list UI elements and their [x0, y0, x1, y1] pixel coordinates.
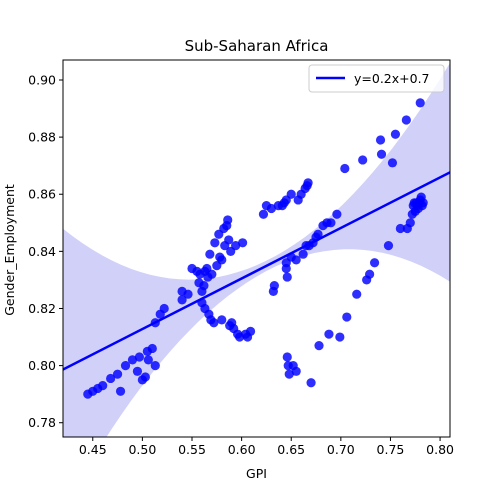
y-tick-label: 0.88: [28, 130, 56, 145]
chart-title: Sub-Saharan Africa: [185, 37, 329, 55]
x-tick-label: 0.75: [377, 442, 405, 457]
data-point: [205, 249, 215, 259]
data-point: [405, 218, 415, 228]
data-point: [340, 163, 350, 174]
plot-inner: [63, 62, 450, 437]
data-point: [209, 318, 219, 328]
data-point: [115, 386, 126, 396]
data-point: [326, 218, 336, 228]
y-axis-ticks: 0.78 0.80 0.82 0.84 0.86 0.88 0.90: [28, 72, 63, 430]
data-point: [134, 352, 145, 362]
data-point: [217, 315, 227, 325]
x-tick-label: 0.50: [128, 442, 156, 457]
y-tick-label: 0.86: [28, 187, 56, 202]
x-axis-ticks: 0.45 0.50 0.55 0.60 0.65 0.70 0.75 0.80: [79, 437, 454, 457]
y-tick-label: 0.90: [28, 72, 56, 87]
data-point: [376, 149, 387, 159]
data-point: [383, 241, 394, 251]
x-tick-label: 0.55: [178, 442, 206, 457]
x-tick-label: 0.45: [79, 442, 107, 457]
data-point: [387, 158, 398, 168]
data-point: [418, 198, 428, 208]
confidence-band: [63, 62, 450, 437]
x-tick-label: 0.70: [327, 442, 355, 457]
data-point: [314, 341, 324, 351]
y-tick-label: 0.78: [28, 415, 56, 430]
data-point: [291, 366, 301, 376]
data-point: [390, 129, 401, 139]
data-point: [231, 241, 241, 251]
data-point: [298, 249, 308, 259]
data-point: [401, 115, 411, 125]
data-point: [284, 369, 294, 379]
data-point: [159, 303, 169, 314]
data-point: [207, 269, 217, 279]
plot-layer: [63, 62, 450, 437]
data-point: [106, 373, 116, 384]
data-point: [210, 238, 220, 248]
data-point: [286, 189, 296, 199]
data-point: [140, 372, 150, 382]
data-point: [238, 238, 248, 248]
x-axis-label: GPI: [246, 466, 267, 481]
data-point: [266, 203, 276, 214]
regression-line: [63, 171, 450, 371]
data-point: [342, 312, 352, 322]
data-point: [183, 289, 193, 299]
data-point: [177, 295, 187, 305]
data-point: [352, 289, 362, 299]
data-point: [313, 229, 323, 239]
y-axis-label: Gender_Employment: [2, 184, 17, 316]
data-point: [395, 223, 405, 234]
data-point: [199, 281, 209, 291]
data-point: [112, 369, 123, 379]
data-point: [332, 209, 342, 219]
data-point: [120, 360, 131, 371]
data-point: [306, 378, 316, 388]
y-tick-label: 0.82: [28, 301, 56, 316]
data-point: [269, 281, 279, 291]
data-point: [291, 255, 301, 265]
data-point: [132, 366, 143, 376]
data-point: [245, 326, 256, 336]
data-point: [98, 380, 108, 391]
data-point: [281, 263, 291, 274]
data-point: [335, 332, 345, 342]
data-point: [324, 329, 334, 339]
data-point: [358, 155, 368, 165]
data-point: [303, 178, 313, 188]
data-point: [365, 269, 375, 279]
data-point: [415, 98, 425, 108]
data-point: [147, 343, 157, 354]
data-point: [143, 355, 153, 365]
x-tick-label: 0.60: [228, 442, 256, 457]
data-point: [282, 352, 292, 362]
y-tick-label: 0.80: [28, 358, 56, 373]
data-point: [282, 272, 292, 282]
plot-frame: [62, 59, 451, 438]
data-point: [223, 215, 233, 225]
legend: y=0.2x+0.7: [308, 64, 445, 93]
data-point: [150, 360, 160, 371]
data-point: [369, 258, 380, 268]
x-tick-label: 0.65: [277, 442, 305, 457]
legend-box: [308, 64, 445, 93]
data-point: [375, 135, 386, 145]
data-point: [127, 355, 138, 365]
legend-label: y=0.2x+0.7: [354, 71, 430, 86]
data-point: [258, 209, 269, 219]
y-tick-label: 0.84: [28, 244, 56, 259]
data-point: [224, 235, 234, 245]
x-tick-label: 0.80: [426, 442, 454, 457]
data-point: [217, 255, 227, 265]
